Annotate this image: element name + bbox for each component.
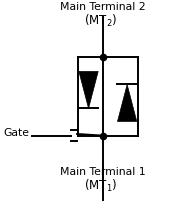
Text: Main Terminal 2: Main Terminal 2 (60, 2, 145, 12)
Polygon shape (117, 85, 137, 122)
Text: (MT$_2$): (MT$_2$) (84, 13, 117, 29)
Text: (MT$_1$): (MT$_1$) (84, 178, 117, 194)
Text: Main Terminal 1: Main Terminal 1 (60, 167, 145, 177)
Polygon shape (79, 71, 98, 108)
Text: Gate: Gate (3, 128, 29, 138)
